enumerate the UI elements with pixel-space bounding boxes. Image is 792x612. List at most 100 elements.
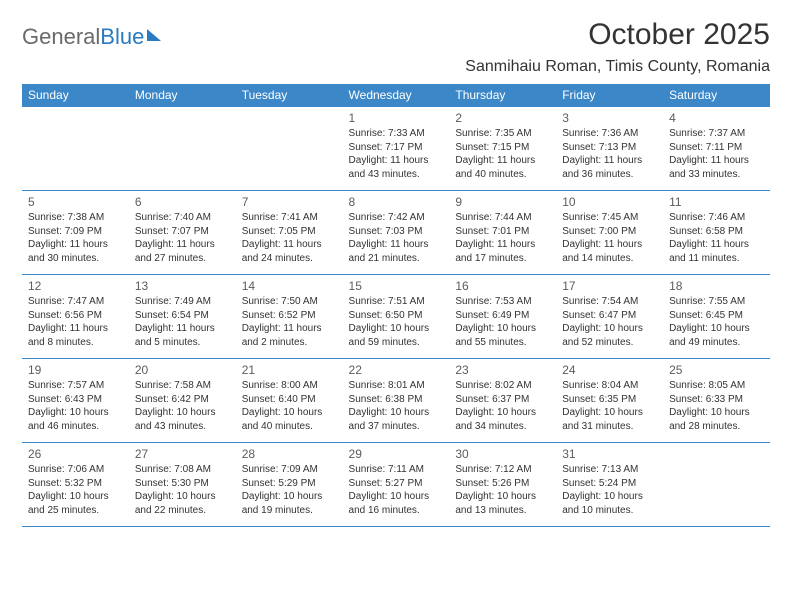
calendar-day-empty: [22, 107, 129, 191]
calendar-day: 21Sunrise: 8:00 AMSunset: 6:40 PMDayligh…: [236, 359, 343, 443]
daylight-line: Daylight: 11 hours and 40 minutes.: [455, 154, 550, 181]
day-number: 20: [135, 363, 230, 377]
daylight-line: Daylight: 11 hours and 5 minutes.: [135, 322, 230, 349]
day-number: 1: [349, 111, 444, 125]
calendar-day: 7Sunrise: 7:41 AMSunset: 7:05 PMDaylight…: [236, 191, 343, 275]
sunset-line: Sunset: 7:00 PM: [562, 225, 657, 239]
sunrise-line: Sunrise: 7:51 AM: [349, 295, 444, 309]
calendar-day: 3Sunrise: 7:36 AMSunset: 7:13 PMDaylight…: [556, 107, 663, 191]
sunset-line: Sunset: 6:42 PM: [135, 393, 230, 407]
calendar-day: 2Sunrise: 7:35 AMSunset: 7:15 PMDaylight…: [449, 107, 556, 191]
calendar-day: 5Sunrise: 7:38 AMSunset: 7:09 PMDaylight…: [22, 191, 129, 275]
day-number: 19: [28, 363, 123, 377]
sunset-line: Sunset: 6:50 PM: [349, 309, 444, 323]
sunset-line: Sunset: 6:52 PM: [242, 309, 337, 323]
day-number: 13: [135, 279, 230, 293]
daylight-line: Daylight: 10 hours and 31 minutes.: [562, 406, 657, 433]
calendar-day: 1 Sunrise: 7:33 AMSunset: 7:17 PMDaylight…: [343, 107, 450, 191]
day-number: 28: [242, 447, 337, 461]
sunset-line: Sunset: 7:17 PM: [349, 141, 444, 155]
daylight-line: Daylight: 11 hours and 11 minutes.: [669, 238, 764, 265]
sunrise-line: Sunrise: 7:46 AM: [669, 211, 764, 225]
sunset-line: Sunset: 6:33 PM: [669, 393, 764, 407]
daylight-line: Daylight: 11 hours and 43 minutes.: [349, 154, 444, 181]
sunset-line: Sunset: 6:56 PM: [28, 309, 123, 323]
sunset-line: Sunset: 5:27 PM: [349, 477, 444, 491]
daylight-line: Daylight: 10 hours and 52 minutes.: [562, 322, 657, 349]
daylight-line: Daylight: 11 hours and 17 minutes.: [455, 238, 550, 265]
sunrise-line: Sunrise: 7:55 AM: [669, 295, 764, 309]
calendar-body: 1Sunrise: 7:33 AMSunset: 7:17 PMDaylight…: [22, 107, 770, 527]
day-number: 18: [669, 279, 764, 293]
daylight-line: Daylight: 11 hours and 24 minutes.: [242, 238, 337, 265]
day-number: 31: [562, 447, 657, 461]
sunrise-line: Sunrise: 8:02 AM: [455, 379, 550, 393]
logo-text: GeneralBlue: [22, 24, 144, 50]
calendar-day-empty: [129, 107, 236, 191]
calendar-day: 13Sunrise: 7:49 AMSunset: 6:54 PMDayligh…: [129, 275, 236, 359]
day-header: Thursday: [449, 84, 556, 107]
location: Sanmihaiu Roman, Timis County, Romania: [465, 58, 770, 76]
calendar-day: 11Sunrise: 7:46 AMSunset: 6:58 PMDayligh…: [663, 191, 770, 275]
daylight-line: Daylight: 11 hours and 27 minutes.: [135, 238, 230, 265]
calendar-head: SundayMondayTuesdayWednesdayThursdayFrid…: [22, 84, 770, 107]
sunrise-line: Sunrise: 8:05 AM: [669, 379, 764, 393]
sunrise-line: Sunrise: 7:49 AM: [135, 295, 230, 309]
calendar-day: 8Sunrise: 7:42 AMSunset: 7:03 PMDaylight…: [343, 191, 450, 275]
day-number: 27: [135, 447, 230, 461]
sunrise-line: Sunrise: 7:35 AM: [455, 127, 550, 141]
calendar-day: 25 Sunrise: 8:05 AMSunset: 6:33 PMDayligh…: [663, 359, 770, 443]
calendar-day: 22Sunrise: 8:01 AMSunset: 6:38 PMDayligh…: [343, 359, 450, 443]
sunset-line: Sunset: 7:07 PM: [135, 225, 230, 239]
day-number: 24: [562, 363, 657, 377]
day-header: Monday: [129, 84, 236, 107]
day-number: 3: [562, 111, 657, 125]
day-header: Sunday: [22, 84, 129, 107]
calendar-day: 18 Sunrise: 7:55 AMSunset: 6:45 PMDayligh…: [663, 275, 770, 359]
daylight-line: Daylight: 11 hours and 33 minutes.: [669, 154, 764, 181]
day-header: Tuesday: [236, 84, 343, 107]
sunset-line: Sunset: 6:45 PM: [669, 309, 764, 323]
daylight-line: Daylight: 11 hours and 8 minutes.: [28, 322, 123, 349]
daylight-line: Daylight: 11 hours and 30 minutes.: [28, 238, 123, 265]
sunset-line: Sunset: 5:29 PM: [242, 477, 337, 491]
calendar-day: 20Sunrise: 7:58 AMSunset: 6:42 PMDayligh…: [129, 359, 236, 443]
sunrise-line: Sunrise: 7:45 AM: [562, 211, 657, 225]
daylight-line: Daylight: 10 hours and 49 minutes.: [669, 322, 764, 349]
sunset-line: Sunset: 5:32 PM: [28, 477, 123, 491]
calendar-day: 15Sunrise: 7:51 AMSunset: 6:50 PMDayligh…: [343, 275, 450, 359]
sunset-line: Sunset: 6:38 PM: [349, 393, 444, 407]
sunrise-line: Sunrise: 7:42 AM: [349, 211, 444, 225]
title-block: October 2025 Sanmihaiu Roman, Timis Coun…: [465, 18, 770, 76]
sunrise-line: Sunrise: 7:33 AM: [349, 127, 444, 141]
sunrise-line: Sunrise: 7:57 AM: [28, 379, 123, 393]
day-number: 17: [562, 279, 657, 293]
logo-part2: Blue: [100, 24, 144, 49]
day-number: 26: [28, 447, 123, 461]
sunset-line: Sunset: 7:05 PM: [242, 225, 337, 239]
sunset-line: Sunset: 7:03 PM: [349, 225, 444, 239]
calendar-week: 12Sunrise: 7:47 AMSunset: 6:56 PMDayligh…: [22, 275, 770, 359]
sunrise-line: Sunrise: 7:06 AM: [28, 463, 123, 477]
calendar-day: 14Sunrise: 7:50 AMSunset: 6:52 PMDayligh…: [236, 275, 343, 359]
day-number: 29: [349, 447, 444, 461]
day-number: 25: [669, 363, 764, 377]
daylight-line: Daylight: 10 hours and 46 minutes.: [28, 406, 123, 433]
day-number: 7: [242, 195, 337, 209]
sunrise-line: Sunrise: 8:04 AM: [562, 379, 657, 393]
calendar-day-empty: [236, 107, 343, 191]
daylight-line: Daylight: 10 hours and 40 minutes.: [242, 406, 337, 433]
day-number: 2: [455, 111, 550, 125]
sunrise-line: Sunrise: 7:58 AM: [135, 379, 230, 393]
sunrise-line: Sunrise: 7:12 AM: [455, 463, 550, 477]
daylight-line: Daylight: 10 hours and 28 minutes.: [669, 406, 764, 433]
sunrise-line: Sunrise: 7:37 AM: [669, 127, 764, 141]
calendar-week: 1Sunrise: 7:33 AMSunset: 7:17 PMDaylight…: [22, 107, 770, 191]
sunrise-line: Sunrise: 7:44 AM: [455, 211, 550, 225]
calendar-day: 6Sunrise: 7:40 AMSunset: 7:07 PMDaylight…: [129, 191, 236, 275]
sunset-line: Sunset: 5:26 PM: [455, 477, 550, 491]
daylight-line: Daylight: 10 hours and 22 minutes.: [135, 490, 230, 517]
sunrise-line: Sunrise: 7:08 AM: [135, 463, 230, 477]
calendar-day: 12Sunrise: 7:47 AMSunset: 6:56 PMDayligh…: [22, 275, 129, 359]
day-number: 21: [242, 363, 337, 377]
